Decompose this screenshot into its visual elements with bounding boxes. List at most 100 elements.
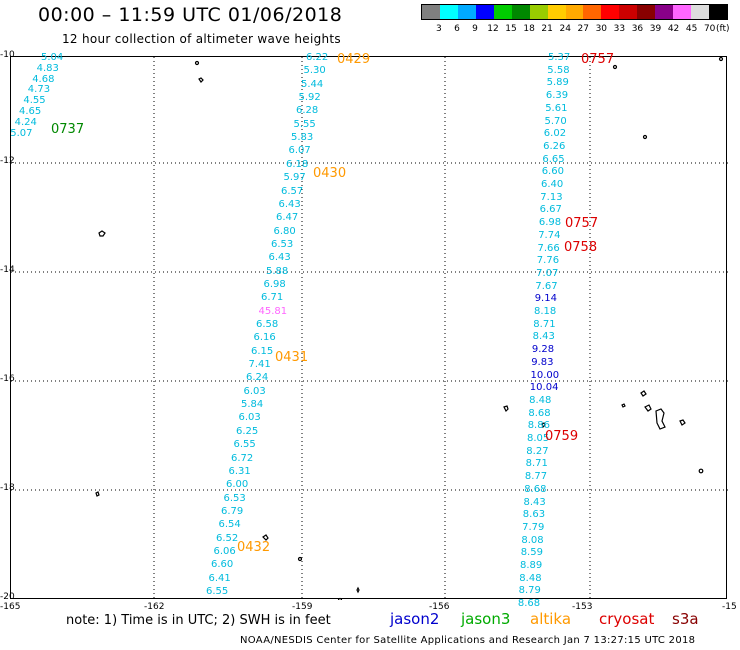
pass-time-label: 0757 <box>565 216 599 231</box>
wave-height-value: 6.55 <box>206 586 229 597</box>
wave-height-value: 6.53 <box>271 238 294 250</box>
wave-height-value: 6.07 <box>288 145 311 157</box>
wave-height-value: 6.60 <box>211 559 234 571</box>
wave-height-value: 7.13 <box>540 191 563 203</box>
latitude-label: -14 <box>0 265 15 275</box>
wave-height-value: 5.44 <box>301 78 324 90</box>
legend-entry-jason3: jason3 <box>461 610 511 628</box>
wave-height-value: 6.54 <box>218 519 241 531</box>
footer-credit: NOAA/NESDIS Center for Satellite Applica… <box>240 635 696 646</box>
wave-height-value: 8.08 <box>521 534 544 546</box>
color-scale-tick: 6 <box>454 24 460 34</box>
color-swatch <box>583 5 602 19</box>
wave-height-value: 8.68 <box>524 483 547 495</box>
wave-height-value: 6.98 <box>538 217 562 229</box>
color-swatch <box>439 5 458 19</box>
wave-height-value: 10.04 <box>529 382 559 394</box>
color-scale-tick: 3 <box>436 24 442 34</box>
wave-height-value: 6.65 <box>542 153 565 165</box>
color-swatch <box>691 5 709 19</box>
pass-time-label: 0430 <box>313 166 347 181</box>
legend-entry-cryosat: cryosat <box>599 610 655 628</box>
legend-entry-s3a: s3a <box>672 610 699 628</box>
pass-time-label: 0429 <box>337 52 371 67</box>
wave-height-value: 8.43 <box>523 496 546 508</box>
color-swatch <box>511 5 530 19</box>
wave-height-value: 8.59 <box>520 547 543 559</box>
wave-height-value: 6.80 <box>273 225 296 237</box>
longitude-label: -165 <box>0 602 21 612</box>
wave-height-value: 6.52 <box>216 532 239 544</box>
color-scale-legend: 3 6 9 12 15 18 21 24 27 30 33 36 39 42 45 70 (ft) <box>421 4 730 36</box>
wave-height-value: 6.15 <box>251 345 274 357</box>
color-swatch <box>529 5 548 19</box>
color-scale-tick: 42 <box>667 24 680 34</box>
wave-height-value: 6.79 <box>221 505 244 517</box>
pass-time-label: 0758 <box>564 240 598 255</box>
wave-height-value: 8.05 <box>527 433 550 444</box>
wave-height-value: 6.22 <box>306 52 329 63</box>
note-text: note: 1) Time is in UTC; 2) SWH is in fe… <box>66 613 331 628</box>
wave-height-value: 8.48 <box>519 572 542 584</box>
wave-height-value: 6.98 <box>263 278 286 290</box>
wave-height-value: 6.43 <box>268 252 291 264</box>
wave-height-value: 5.88 <box>266 265 289 277</box>
map-frame: 5.04 4.83 4.68 4.73 4.55 4.65 4.24 5.07 0737 6.22… <box>10 52 728 609</box>
wave-height-value: 9.28 <box>531 344 555 356</box>
legend-entry-jason2: jason2 <box>390 610 440 628</box>
wave-height-value: 7.79 <box>522 521 545 533</box>
wave-height-value: 6.47 <box>276 212 299 224</box>
color-scale-tick: 15 <box>505 24 517 34</box>
latitude-label: -16 <box>0 374 15 384</box>
pass-time-label: 0757 <box>581 52 615 67</box>
pass-time-label: 0759 <box>545 429 579 444</box>
latitude-label: -12 <box>0 156 15 166</box>
wave-height-value: 6.67 <box>539 204 562 216</box>
color-swatch <box>565 5 584 19</box>
island-outlines <box>95 57 724 600</box>
wave-height-value: 6.60 <box>541 166 564 178</box>
wave-height-value: 5.55 <box>293 118 316 130</box>
wave-height-value: 8.68 <box>517 598 541 610</box>
color-scale-tick: 36 <box>631 24 644 34</box>
wave-height-value: 6.18 <box>286 158 309 170</box>
wave-height-value: 7.76 <box>536 255 560 267</box>
map-grid <box>11 57 728 600</box>
wave-height-value: 8.18 <box>534 306 557 317</box>
wave-height-value: 5.83 <box>291 132 314 144</box>
color-scale-tick: 70 <box>703 24 716 34</box>
wave-height-value: 6.31 <box>228 465 251 477</box>
wave-height-value: 4.83 <box>36 62 59 74</box>
wave-height-value: 7.66 <box>537 242 560 254</box>
wave-height-value: 8.89 <box>520 560 543 571</box>
wave-height-value: 5.07 <box>10 127 33 139</box>
wave-height-value: 5.92 <box>298 92 321 104</box>
wave-height-value: 8.27 <box>526 445 549 457</box>
wave-height-value: 8.43 <box>532 331 555 343</box>
wave-height-value: 6.58 <box>256 319 279 330</box>
wave-height-value: 45.81 <box>258 305 288 317</box>
color-swatch <box>637 5 656 19</box>
wave-height-value: 8.79 <box>518 585 541 597</box>
wave-height-value: 5.84 <box>241 399 264 411</box>
wave-height-value: 6.53 <box>223 492 246 504</box>
color-swatch <box>493 5 512 19</box>
color-swatch <box>475 5 494 19</box>
wave-height-value: 5.89 <box>546 77 569 89</box>
color-scale-tick: (ft) <box>716 24 730 34</box>
wave-height-value: 6.43 <box>278 198 301 210</box>
wave-height-value: 8.68 <box>528 407 551 419</box>
wave-height-value: 6.26 <box>543 140 566 152</box>
wave-height-value: 5.37 <box>548 52 571 63</box>
pass-time-label: 0737 <box>51 122 85 137</box>
page-title: 00:00 – 11:59 UTC 01/06/2018 <box>38 4 343 26</box>
latitude-label: -20 <box>0 592 15 602</box>
wave-height-value: 6.72 <box>231 452 254 464</box>
longitude-label: -159 <box>292 602 313 612</box>
color-scale-bar <box>421 4 728 20</box>
wave-height-value: 6.03 <box>238 412 261 424</box>
wave-height-value: 6.40 <box>541 179 564 190</box>
color-swatch <box>655 5 674 19</box>
legend-entry-altika: altika <box>530 610 572 628</box>
color-scale-tick: 30 <box>595 24 608 34</box>
